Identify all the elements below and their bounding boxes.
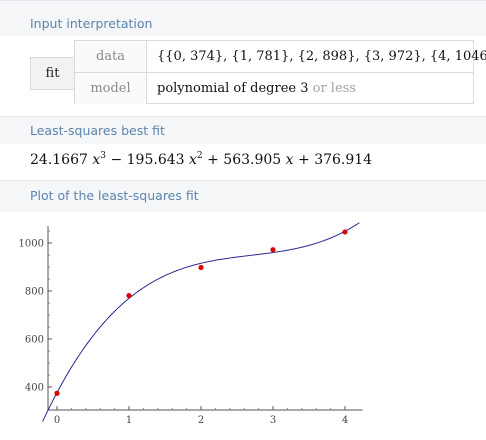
bestfit-pod-body <box>0 144 486 180</box>
y-tick-label: 1000 <box>19 239 44 250</box>
fit-formula: 24.1667 x3 − 195.643 x2 + 563.905 x + 37… <box>30 151 372 168</box>
coef-2: 195.643 <box>126 152 185 168</box>
input-pod-header: Input interpretation <box>0 0 486 36</box>
data-key: data <box>75 41 147 72</box>
x-tick-label: 4 <box>342 415 348 426</box>
model-key: model <box>75 73 147 104</box>
op-plus-2: + <box>298 152 310 168</box>
y-tick-label: 400 <box>25 383 44 394</box>
data-point <box>342 229 348 235</box>
data-point <box>54 390 60 396</box>
exp-2: 2 <box>196 151 203 161</box>
bestfit-pod-header: Least-squares best fit <box>0 116 486 144</box>
var-x1: x <box>285 152 294 168</box>
data-row: data {{0, 374}, {1, 781}, {2, 898}, {3, … <box>75 41 486 72</box>
input-pod-title: Input interpretation <box>30 16 153 31</box>
op-minus: − <box>110 152 123 168</box>
data-points <box>54 229 348 396</box>
plot-axes <box>47 226 363 411</box>
y-tick-label: 800 <box>25 287 44 298</box>
x-tick-label: 2 <box>198 415 204 426</box>
x-tick-label: 1 <box>126 415 132 426</box>
input-table: data {{0, 374}, {1, 781}, {2, 898}, {3, … <box>74 40 486 104</box>
fit-curve <box>42 222 360 422</box>
plot-ticks: 0 1 2 3 4 400 600 800 1000 <box>19 230 348 426</box>
model-value: polynomial of degree 3 or less <box>157 73 356 104</box>
bestfit-pod-title: Least-squares best fit <box>30 123 165 138</box>
data-point <box>270 247 276 253</box>
data-value: {{0, 374}, {1, 781}, {2, 898}, {3, 972},… <box>157 49 486 64</box>
fit-label-cell: fit <box>30 57 75 90</box>
var-x2: x <box>189 152 197 168</box>
coef-1: 563.905 <box>223 152 282 168</box>
x-tick-label: 3 <box>270 415 276 426</box>
fit-plot: 0 1 2 3 4 400 600 800 1000 <box>19 222 363 426</box>
exp-3: 3 <box>100 151 106 161</box>
y-tick-label: 600 <box>25 335 44 346</box>
plot-pod-header: Plot of the least-squares fit <box>0 180 486 212</box>
model-value-suffix: or less <box>308 81 356 96</box>
plot-pod-title: Plot of the least-squares fit <box>30 188 199 203</box>
x-tick-label: 0 <box>54 415 60 426</box>
model-value-main: polynomial of degree 3 <box>157 81 309 96</box>
var-x3: x <box>92 152 101 168</box>
data-point <box>198 264 204 271</box>
op-plus-1: + <box>207 152 219 168</box>
data-point <box>126 292 132 299</box>
model-row: model polynomial of degree 3 or less <box>75 72 473 104</box>
coef-0: 376.914 <box>314 152 373 168</box>
coef-3: 24.1667 <box>30 152 88 168</box>
